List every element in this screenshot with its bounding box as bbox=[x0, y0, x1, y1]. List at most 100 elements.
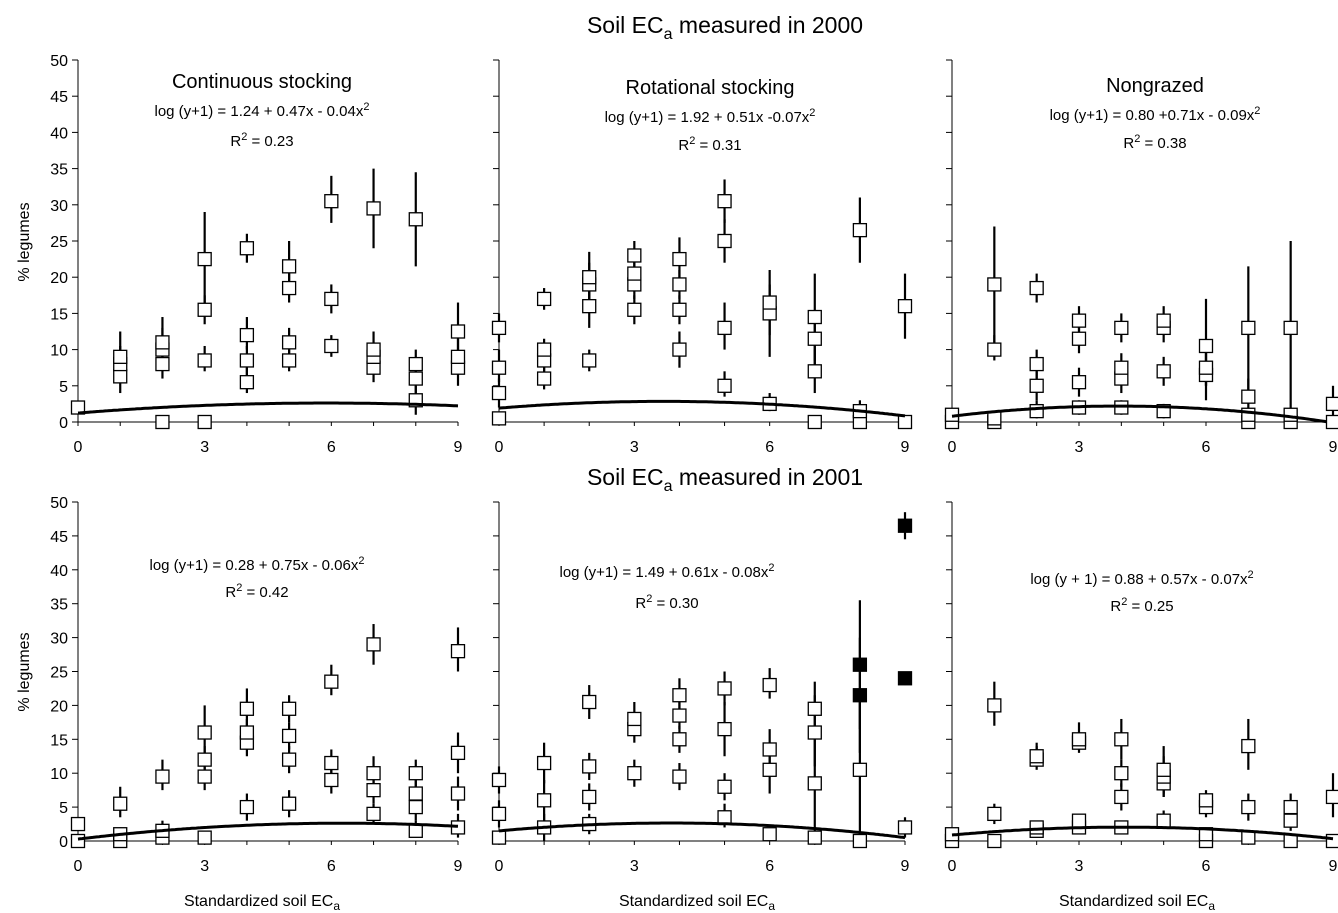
data-point bbox=[852, 762, 868, 777]
data-point bbox=[672, 342, 687, 357]
data-point bbox=[239, 799, 255, 815]
data-point bbox=[366, 201, 381, 216]
x-tick-label: 6 bbox=[765, 858, 774, 875]
regression-equation: log (y+1) = 1.24 + 0.47x - 0.04x2 bbox=[154, 101, 369, 120]
data-point bbox=[239, 725, 255, 740]
data-point bbox=[536, 342, 552, 357]
data-point bbox=[1283, 799, 1298, 815]
data-point bbox=[1114, 766, 1129, 781]
data-point bbox=[281, 701, 297, 716]
data-point bbox=[408, 356, 423, 372]
panel-2: 0 3 6 9 Rotational stocking log (y+1) = 1.92 … bbox=[491, 59, 913, 456]
data-point bbox=[366, 637, 381, 652]
data-point bbox=[1071, 375, 1087, 390]
data-point bbox=[807, 331, 822, 346]
data-point bbox=[672, 708, 687, 723]
data-point bbox=[717, 810, 732, 825]
x-tick-label: 0 bbox=[74, 439, 83, 456]
data-point bbox=[408, 212, 423, 227]
data-point bbox=[1325, 833, 1338, 849]
y-tick-label: 35 bbox=[50, 162, 68, 179]
data-point bbox=[113, 369, 128, 384]
panel-5: 0 3 6 9 log (y+1) = 1.49 + 0.61x - 0.08x2 R2 … bbox=[491, 501, 913, 875]
y-axis-label-top: % legumes bbox=[16, 202, 33, 281]
data-point bbox=[197, 353, 212, 368]
data-point bbox=[1325, 396, 1338, 412]
data-point bbox=[408, 823, 423, 838]
x-tick-label: 9 bbox=[901, 439, 910, 456]
panel-4: 0 5 10 15 20 25 30 35 40 45 50 0 3 6 9 log (y+1) = 0.28… bbox=[50, 495, 466, 875]
data-point bbox=[987, 698, 1002, 713]
y-tick-label: 10 bbox=[50, 766, 68, 783]
data-point bbox=[408, 371, 423, 386]
y-tick-label: 30 bbox=[50, 198, 68, 215]
data-point bbox=[1283, 813, 1298, 828]
data-point bbox=[324, 291, 339, 307]
data-point bbox=[807, 364, 822, 379]
data-point bbox=[281, 280, 297, 296]
panel-6: 0 3 6 9 log (y + 1) = 0.88 + 0.57x - 0.07x2 R… bbox=[944, 501, 1338, 875]
data-point bbox=[582, 789, 597, 805]
data-point bbox=[1029, 749, 1044, 764]
x-tick-label: 0 bbox=[948, 439, 957, 456]
data-point bbox=[70, 833, 86, 849]
data-point bbox=[197, 302, 212, 317]
data-point bbox=[155, 335, 170, 350]
data-point bbox=[155, 414, 170, 430]
data-point bbox=[852, 222, 868, 238]
data-point bbox=[1241, 799, 1256, 815]
x-tick-label: 6 bbox=[765, 439, 774, 456]
data-point bbox=[1029, 378, 1044, 393]
data-point bbox=[70, 816, 86, 832]
data-point bbox=[582, 694, 597, 710]
fitted-curve bbox=[951, 825, 1334, 841]
data-point bbox=[987, 277, 1002, 292]
data-point bbox=[1241, 738, 1256, 754]
x-tick-label: 9 bbox=[901, 858, 910, 875]
data-point bbox=[987, 833, 1002, 849]
data-point bbox=[281, 728, 297, 744]
data-point bbox=[1241, 389, 1256, 404]
data-point bbox=[1071, 313, 1087, 328]
panel-title: Continuous stocking bbox=[172, 71, 352, 93]
data-point bbox=[762, 295, 777, 310]
data-point bbox=[582, 353, 597, 368]
data-point bbox=[239, 375, 255, 390]
regression-equation: log (y+1) = 0.28 + 0.75x - 0.06x2 bbox=[149, 555, 364, 574]
y-tick-label: 30 bbox=[50, 631, 68, 648]
data-point bbox=[717, 779, 732, 794]
data-point bbox=[239, 353, 255, 368]
data-point bbox=[491, 830, 507, 845]
data-point bbox=[324, 674, 339, 689]
data-point bbox=[408, 799, 423, 815]
regression-equation: log (y+1) = 1.49 + 0.61x - 0.08x2 bbox=[559, 562, 774, 581]
r-squared: R2 = 0.38 bbox=[1123, 133, 1186, 152]
data-point bbox=[324, 338, 339, 354]
data-point bbox=[807, 776, 822, 791]
data-point bbox=[987, 411, 1002, 426]
panel-1: 0 5 10 15 20 25 30 35 40 45 50 0 3 6 9 Continuous stock… bbox=[50, 53, 466, 456]
data-point bbox=[408, 766, 423, 781]
fitted-curve bbox=[77, 401, 459, 415]
data-point bbox=[717, 378, 732, 393]
data-point bbox=[1325, 789, 1338, 805]
data-point bbox=[450, 324, 466, 339]
x-axis-label-middle: Standardized soil ECa bbox=[619, 893, 775, 913]
x-tick-label: 6 bbox=[327, 858, 336, 875]
data-point bbox=[672, 277, 687, 292]
data-point bbox=[536, 793, 552, 808]
data-point bbox=[197, 251, 212, 267]
data-point bbox=[1283, 833, 1298, 849]
data-point bbox=[987, 342, 1002, 357]
panel-title: Rotational stocking bbox=[626, 77, 795, 99]
data-point bbox=[1071, 813, 1087, 828]
data-point bbox=[627, 766, 642, 781]
data-point bbox=[672, 251, 687, 267]
data-point bbox=[1114, 789, 1129, 805]
data-point bbox=[197, 725, 212, 740]
x-axis-label-left: Standardized soil ECa bbox=[184, 893, 340, 913]
r-squared: R2 = 0.30 bbox=[635, 593, 698, 612]
data-point bbox=[197, 769, 212, 784]
